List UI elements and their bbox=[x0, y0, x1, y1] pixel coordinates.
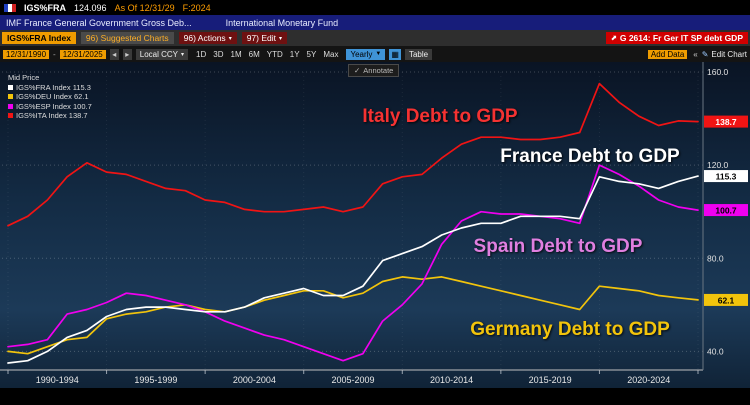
legend-title: Mid Price bbox=[8, 73, 40, 82]
legend-label: IGS%ITA Index 138.7 bbox=[16, 111, 88, 120]
x-axis-label: 2015-2019 bbox=[529, 375, 572, 385]
chevron-down-icon: ▾ bbox=[181, 51, 185, 58]
table-button[interactable]: Table bbox=[404, 48, 433, 60]
x-axis-label: 1995-1999 bbox=[134, 375, 177, 385]
frequency-dropdown[interactable]: Yearly ▼ bbox=[346, 48, 386, 60]
last-value-badge bbox=[704, 204, 748, 217]
last-value-badge-label: 100.7 bbox=[715, 206, 737, 216]
suggested-charts-button[interactable]: 96) Suggested Charts bbox=[80, 32, 174, 44]
legend-label: IGS%FRA Index 115.3 bbox=[16, 82, 91, 92]
chart-type-icon[interactable]: ▦ bbox=[389, 48, 401, 60]
actions-menu-button[interactable]: 96) Actions ▾ bbox=[178, 32, 237, 44]
fiscal-period: F:2024 bbox=[182, 2, 211, 13]
last-value-badge-label: 138.7 bbox=[715, 117, 737, 127]
series-line-italy[interactable] bbox=[7, 82, 699, 227]
chart-area[interactable]: 160.0 120.0 80.0 40.0 138.7 115.3 100.7 62.1 199… bbox=[0, 62, 750, 388]
chart-annotation: Italy Debt to GDP bbox=[362, 106, 518, 127]
security-description: IMF France General Government Gross Deb.… bbox=[6, 17, 192, 28]
chevron-down-icon: ▼ bbox=[375, 51, 382, 57]
legend-swatch-icon bbox=[8, 84, 13, 90]
chart-launch-icon: ⬈ bbox=[610, 35, 617, 42]
legend-swatch-icon bbox=[8, 94, 13, 99]
last-value-badge bbox=[704, 115, 748, 128]
end-date-input[interactable]: 12/31/2025 bbox=[59, 49, 106, 59]
chart-plot: 160.0 120.0 80.0 40.0 138.7 115.3 100.7 62.1 199… bbox=[0, 62, 748, 385]
x-axis-label: 2010-2014 bbox=[430, 375, 473, 385]
range-button-1m[interactable]: 1M bbox=[230, 49, 242, 59]
currency-label: Local CCY bbox=[139, 49, 179, 59]
security-title-bar: IMF France General Government Gross Deb.… bbox=[0, 15, 750, 30]
legend-swatch-icon bbox=[8, 113, 13, 118]
x-axis-label: 1990-1994 bbox=[36, 375, 79, 385]
quote-bar: IGS%FRA 124.096 As Of 12/31/29 F:2024 bbox=[0, 0, 750, 15]
chart-annotation: Germany Debt to GDP bbox=[470, 319, 670, 340]
chart-legend: Mid Price IGS%FRA Index 115.3 IGS%DEU Inde… bbox=[8, 73, 92, 121]
series-line-france[interactable] bbox=[7, 175, 699, 364]
chevron-down-icon: ▾ bbox=[228, 35, 232, 42]
pencil-icon: ✎ bbox=[701, 49, 709, 59]
chevron-down-icon: ▾ bbox=[279, 35, 283, 42]
data-source-label: International Monetary Fund bbox=[225, 17, 339, 28]
collapse-panel-icon[interactable]: « bbox=[693, 49, 698, 59]
legend-item[interactable]: IGS%ESP Index 100.7 bbox=[8, 102, 92, 112]
as-of-date: As Of 12/31/29 bbox=[114, 2, 175, 13]
y-axis-label: 160.0 bbox=[707, 67, 729, 77]
edit-menu-button[interactable]: 97) Edit ▾ bbox=[241, 32, 288, 44]
range-button-6m[interactable]: 6M bbox=[248, 49, 260, 59]
legend-label: IGS%ESP Index 100.7 bbox=[16, 101, 92, 111]
legend-label: IGS%DEU Index 62.1 bbox=[16, 92, 89, 101]
add-data-button[interactable]: Add Data bbox=[647, 49, 688, 59]
currency-dropdown[interactable]: Local CCY ▾ bbox=[135, 48, 189, 60]
edit-menu-label: 97) Edit bbox=[246, 33, 276, 43]
y-axis-label: 120.0 bbox=[707, 160, 729, 170]
annotate-icon: ✓ bbox=[354, 66, 361, 75]
ticker-input[interactable]: IGS%FRA Index bbox=[2, 32, 76, 44]
range-button-1y[interactable]: 1Y bbox=[289, 49, 300, 59]
legend-item[interactable]: IGS%ITA Index 138.7 bbox=[8, 111, 92, 121]
x-axis-label: 2000-2004 bbox=[233, 375, 276, 385]
range-button-5y[interactable]: 5Y bbox=[306, 49, 317, 59]
france-flag-icon bbox=[4, 3, 16, 12]
menu-bar: IGS%FRA Index 96) Suggested Charts 96) A… bbox=[0, 30, 750, 46]
chart-function-label: G 2614: Fr Ger IT SP debt GDP bbox=[619, 33, 743, 43]
ticker-last-value: 124.096 bbox=[74, 2, 107, 13]
date-separator: - bbox=[53, 49, 56, 59]
range-buttons: 1D 3D 1M 6M YTD 1Y 5Y Max bbox=[196, 50, 338, 59]
chart-function-button[interactable]: ⬈ G 2614: Fr Ger IT SP debt GDP bbox=[605, 32, 748, 44]
last-value-badge bbox=[704, 170, 748, 183]
range-button-3d[interactable]: 3D bbox=[213, 49, 224, 59]
x-axis-label: 2020-2024 bbox=[627, 375, 670, 385]
y-axis-label: 40.0 bbox=[707, 346, 724, 356]
footer-bar bbox=[0, 388, 750, 405]
actions-menu-label: 96) Actions bbox=[183, 33, 226, 43]
range-button-1d[interactable]: 1D bbox=[196, 49, 207, 59]
chart-annotation: France Debt to GDP bbox=[500, 146, 680, 167]
chart-toolbar: 12/31/1990 - 12/31/2025 ◂ ▸ Local CCY ▾ … bbox=[0, 46, 750, 62]
legend-swatch-icon bbox=[8, 103, 13, 109]
x-axis-label: 2005-2009 bbox=[331, 375, 374, 385]
edit-chart-label: Edit Chart bbox=[711, 49, 747, 59]
start-date-input[interactable]: 12/31/1990 bbox=[3, 49, 50, 59]
step-forward-button[interactable]: ▸ bbox=[122, 48, 132, 60]
step-back-button[interactable]: ◂ bbox=[109, 48, 119, 60]
edit-chart-button[interactable]: ✎ Edit Chart bbox=[702, 50, 747, 59]
range-button-max[interactable]: Max bbox=[323, 49, 339, 59]
last-value-badge-label: 115.3 bbox=[716, 172, 737, 182]
annotate-button[interactable]: ✓ Annotate bbox=[348, 64, 400, 77]
range-button-ytd[interactable]: YTD bbox=[266, 49, 283, 59]
frequency-label: Yearly bbox=[350, 49, 373, 59]
chart-annotation: Spain Debt to GDP bbox=[473, 236, 643, 257]
y-axis-label: 80.0 bbox=[707, 253, 724, 263]
last-value-badge-label: 62.1 bbox=[718, 295, 735, 305]
last-value-badge bbox=[704, 293, 748, 306]
annotate-label: Annotate bbox=[363, 66, 394, 75]
ticker-symbol: IGS%FRA bbox=[24, 2, 67, 13]
legend-item[interactable]: IGS%DEU Index 62.1 bbox=[8, 92, 92, 102]
legend-item[interactable]: IGS%FRA Index 115.3 bbox=[8, 83, 92, 93]
series-line-germany[interactable] bbox=[7, 276, 699, 355]
